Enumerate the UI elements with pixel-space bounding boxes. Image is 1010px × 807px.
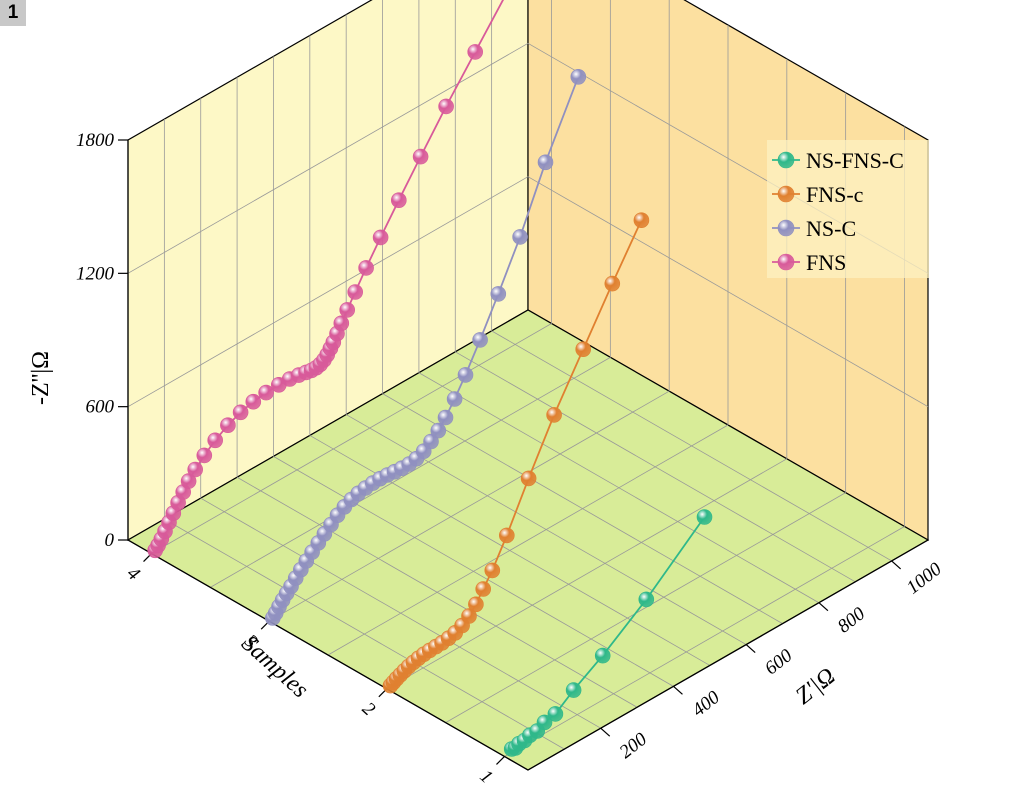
y-axis-title: Samples bbox=[236, 630, 313, 703]
data-point bbox=[245, 393, 262, 410]
data-point bbox=[512, 229, 528, 245]
data-point bbox=[520, 470, 537, 487]
panel-label: 1 bbox=[0, 0, 26, 26]
legend-item: NS-C bbox=[772, 216, 856, 241]
legend-swatch-marker bbox=[777, 219, 795, 237]
data-point bbox=[347, 284, 364, 300]
data-point bbox=[475, 581, 492, 597]
x-tick-label: 1000 bbox=[903, 558, 946, 598]
data-point bbox=[638, 591, 655, 608]
x-tick bbox=[891, 560, 902, 570]
grid-line-floor-y bbox=[504, 526, 905, 757]
data-point bbox=[461, 608, 477, 624]
data-point bbox=[565, 682, 582, 698]
data-point bbox=[457, 367, 474, 383]
legend-item: FNS-c bbox=[772, 182, 864, 207]
legend: NS-FNS-C FNS-c NS-C FNS bbox=[767, 140, 929, 278]
grid-line-floor-y bbox=[327, 424, 729, 656]
data-point bbox=[232, 404, 249, 421]
grid-line-floor-y bbox=[268, 390, 670, 622]
x-tick-label: 200 bbox=[616, 728, 652, 762]
x-tick bbox=[600, 727, 611, 737]
data-point bbox=[604, 275, 621, 292]
data-point bbox=[412, 148, 429, 165]
chart-grid bbox=[127, 0, 929, 757]
legend-label: FNS-c bbox=[806, 182, 864, 207]
legend-label: FNS bbox=[806, 250, 846, 275]
x-tick bbox=[745, 644, 756, 653]
data-point bbox=[633, 212, 650, 228]
y-tick-label: 4 bbox=[123, 563, 144, 585]
grid-line-floor-y bbox=[386, 458, 788, 690]
grid-line-left-wall-z bbox=[127, 42, 529, 274]
data-point bbox=[333, 315, 350, 332]
grid-line-floor-y bbox=[210, 357, 611, 588]
series-fns bbox=[147, 0, 504, 559]
data-point bbox=[207, 432, 223, 449]
data-point bbox=[423, 433, 439, 450]
x-tick-label: 800 bbox=[834, 603, 870, 637]
data-point bbox=[446, 391, 463, 407]
data-point bbox=[339, 302, 356, 318]
series-ns-fns-c bbox=[503, 509, 713, 757]
y-axis-line bbox=[127, 539, 529, 771]
legend-swatch-marker bbox=[777, 151, 795, 169]
grid-line-floor-y bbox=[445, 492, 846, 723]
data-point bbox=[196, 447, 213, 464]
grid-line-left-wall-z bbox=[127, 176, 529, 408]
legend-swatch-marker bbox=[777, 253, 795, 271]
data-point bbox=[472, 332, 488, 348]
data-point bbox=[696, 509, 713, 525]
z-tick-label: 1200 bbox=[76, 263, 115, 284]
data-point bbox=[536, 714, 553, 731]
legend-item: NS-FNS-C bbox=[772, 148, 904, 173]
legend-box bbox=[767, 140, 929, 278]
legend-item: FNS bbox=[772, 250, 846, 275]
z-tick-label: 0 bbox=[105, 530, 115, 551]
data-point bbox=[594, 647, 611, 664]
data-point bbox=[546, 407, 562, 423]
data-point bbox=[484, 562, 501, 579]
data-point bbox=[438, 98, 454, 115]
y-tick-label: 1 bbox=[476, 766, 497, 788]
data-point bbox=[467, 44, 484, 60]
data-point bbox=[258, 384, 274, 401]
data-point bbox=[537, 154, 554, 171]
z-axis-title: -Z''|Ω bbox=[28, 351, 54, 405]
x-tick-label: 400 bbox=[688, 687, 724, 721]
x-tick-label: 600 bbox=[761, 645, 797, 679]
y-tick bbox=[496, 756, 505, 765]
data-point bbox=[430, 422, 447, 439]
data-point bbox=[490, 286, 507, 302]
x-axis-title: Z'|Ω bbox=[791, 663, 840, 710]
data-point bbox=[372, 229, 389, 246]
data-point bbox=[390, 192, 407, 208]
legend-label: NS-C bbox=[806, 216, 856, 241]
data-point bbox=[570, 69, 587, 85]
data-point bbox=[187, 461, 203, 478]
series-ns-c bbox=[264, 69, 587, 626]
z-tick-label: 1800 bbox=[76, 130, 115, 151]
data-point bbox=[220, 417, 236, 434]
legend-swatch-marker bbox=[777, 185, 795, 203]
grid-line-floor-y bbox=[151, 323, 552, 554]
x-tick bbox=[673, 685, 683, 695]
z-tick-label: 600 bbox=[86, 397, 115, 418]
legend-label: NS-FNS-C bbox=[806, 148, 904, 173]
grid-line-back-wall-z bbox=[527, 176, 929, 408]
data-point bbox=[547, 706, 564, 722]
series-fns-c bbox=[382, 212, 650, 694]
x-axis-line bbox=[527, 539, 929, 771]
data-point bbox=[358, 260, 374, 276]
y-tick-label: 2 bbox=[358, 698, 379, 720]
x-tick bbox=[818, 602, 829, 612]
chart-series bbox=[147, 0, 713, 757]
data-point bbox=[468, 596, 484, 613]
data-point bbox=[437, 409, 454, 426]
data-point bbox=[498, 527, 515, 544]
data-point bbox=[575, 341, 592, 358]
